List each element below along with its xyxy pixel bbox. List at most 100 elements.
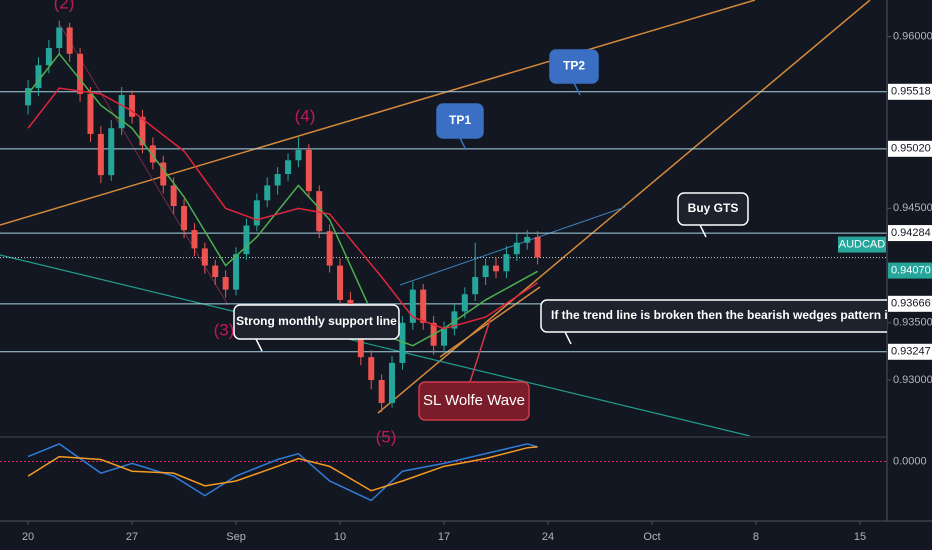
candle-body [212,265,219,278]
callout-box [540,299,887,333]
y-tick-label: 0.94500 [893,202,932,214]
candle-body [87,93,94,134]
level-label: 0.95020 [891,143,931,155]
moving-average [27,52,538,347]
callout-text: Buy GTS [688,201,739,215]
trend-line [0,0,756,226]
x-tick-label: 17 [438,531,450,543]
level-label: 0.95518 [891,86,931,98]
candle-body [77,53,84,94]
wave-label: (4) [295,106,316,125]
candle-body [243,225,250,255]
wave-label: (2) [54,0,75,12]
candle-body [316,191,323,232]
candle-body [139,116,146,146]
candle-body [35,65,42,89]
x-tick-label: 10 [334,531,346,543]
x-tick-label: 15 [854,531,866,543]
symbol-label: AUDCAD [839,238,886,250]
candle-body [524,236,531,243]
candle-body [451,311,458,329]
candle-body [420,289,427,323]
callout: Strong monthly support line [233,304,400,352]
candle-body [389,362,396,403]
level-label: 0.94284 [891,227,931,239]
candle-body [253,200,260,226]
callout-box [549,49,599,84]
oscillator-line [27,443,538,502]
candle-body [108,128,115,176]
x-tick-label: Oct [643,531,660,543]
x-tick-label: 24 [542,531,554,543]
candle-body [493,265,500,272]
oscillator-line [27,446,538,492]
level-label-box [888,225,932,242]
candle-body [472,277,479,295]
last-price-label: 0.94070 [891,264,931,276]
candles [25,20,541,413]
candle-body [326,231,333,266]
y-tick-label: 0.93000 [893,374,932,386]
candle-body [160,162,167,186]
axis-labels: 0.96000 0.94500 0.93500 0.93000 20 27 Sep 10 17 2… [22,31,932,543]
candle-body [503,254,510,272]
trend-line [0,254,751,436]
candle-body [45,48,52,66]
callout-tail [573,82,581,96]
candle-body [66,27,73,54]
candle-body [25,88,32,106]
candle-body [118,95,125,129]
wave-label: (3) [214,320,235,339]
x-tick-label: 20 [22,531,34,543]
trend-line [377,0,871,414]
callout-tail [459,137,467,151]
x-tick-label: 8 [753,531,759,543]
candle-body [170,185,177,207]
callout-box [233,304,400,340]
candle-body [201,248,208,266]
callout-box [436,103,484,139]
candle-body [399,322,406,363]
candle-body [97,133,104,176]
level-label-box [888,295,932,312]
candle-body [149,145,156,163]
last-price-box [888,262,932,279]
level-label: 0.93666 [891,298,931,310]
candle-body [56,27,63,49]
callout-tail [255,338,263,352]
candle-body [409,289,416,323]
callout: SL Wolfe Wave [418,319,530,421]
callout-tail [699,224,707,238]
level-label-box [888,343,932,360]
candle-body [513,242,520,255]
candle-body [222,277,229,290]
y-tick-label: 0.96000 [893,31,932,43]
candle-body [305,149,312,192]
callout: TP2 [549,49,599,96]
candle-body [378,380,385,403]
callout-text: If the trend line is broken then the bea… [551,308,932,322]
callout: TP1 [436,103,484,151]
callout-tail [564,331,572,345]
callout-text: SL Wolfe Wave [423,392,525,409]
callout-box [677,192,749,226]
y2-tick-label: 0.0000 [893,455,927,467]
moving-average [27,87,539,330]
level-label-box [888,83,932,100]
x-tick-label: 27 [126,531,138,543]
candle-body [368,357,375,381]
callout-tail [469,319,491,383]
wave-line [59,24,229,306]
candle-body [337,265,344,300]
candle-body [129,95,136,117]
candle-body [191,230,198,249]
wave-label: (5) [376,427,397,446]
callout-text: TP2 [563,59,585,73]
trend-line [399,206,626,286]
callout: If the trend line is broken then the bea… [540,299,932,345]
candle-body [534,236,541,258]
symbol-box [838,236,886,253]
level-label-box [888,140,932,157]
y-tick-label: 0.93500 [893,317,932,329]
